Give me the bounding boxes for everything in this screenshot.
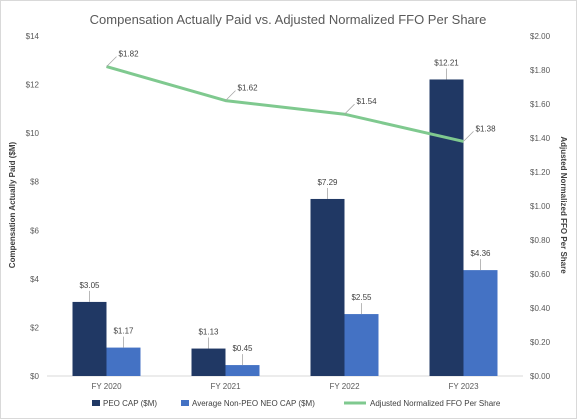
ffo-label-leader bbox=[225, 90, 236, 101]
peo-cap-label: $12.21 bbox=[434, 58, 459, 67]
left-tick-label: $6 bbox=[30, 226, 39, 235]
non-peo-cap-bar bbox=[463, 270, 498, 376]
ffo-label-leader bbox=[106, 56, 117, 67]
left-tick-label: $0 bbox=[30, 372, 39, 381]
peo-cap-label: $3.05 bbox=[79, 281, 100, 290]
left-tick-label: $2 bbox=[30, 323, 39, 332]
left-axis-ticks: $0 $2 $4 $6 $8 $10 $12 $14 bbox=[26, 32, 40, 381]
legend-ffo-label: Adjusted Normalized FFO Per Share bbox=[370, 399, 501, 408]
left-tick-label: $4 bbox=[30, 275, 39, 284]
left-tick-label: $8 bbox=[30, 178, 39, 187]
peo-cap-bar bbox=[191, 348, 226, 376]
right-axis-ticks: $0.00 $0.20 $0.40 $0.60 $0.80 $1.00 $1.20 $1.40… bbox=[530, 32, 551, 381]
data-labels: $3.05 $1.13 $7.29 $12.21 $1.17 $0.45 $2.55 $4.3… bbox=[79, 50, 497, 366]
right-axis-label: Adjusted Normalized FFO Per Share bbox=[559, 136, 568, 274]
ffo-label-leader bbox=[463, 131, 474, 142]
left-tick-label: $12 bbox=[26, 81, 40, 90]
legend-non-peo-cap-label: Average Non-PEO NEO CAP ($M) bbox=[192, 399, 315, 408]
right-tick-label: $0.80 bbox=[530, 236, 551, 245]
non-peo-cap-label: $1.17 bbox=[113, 327, 134, 336]
category-label: FY 2021 bbox=[210, 382, 241, 391]
right-tick-label: $1.60 bbox=[530, 100, 551, 109]
right-tick-label: $0.20 bbox=[530, 338, 551, 347]
legend-peo-cap-swatch bbox=[92, 400, 100, 406]
non-peo-cap-label: $0.45 bbox=[232, 344, 253, 353]
category-label: FY 2020 bbox=[91, 382, 122, 391]
legend-peo-cap-label: PEO CAP ($M) bbox=[103, 399, 157, 408]
chart-title: Compensation Actually Paid vs. Adjusted … bbox=[90, 12, 487, 27]
ffo-label: $1.82 bbox=[119, 50, 140, 59]
non-peo-cap-bar bbox=[225, 365, 260, 376]
peo-cap-bar bbox=[72, 301, 107, 376]
peo-cap-label: $7.29 bbox=[317, 178, 338, 187]
right-tick-label: $1.00 bbox=[530, 202, 551, 211]
ffo-label: $1.62 bbox=[238, 84, 259, 93]
right-tick-label: $0.60 bbox=[530, 270, 551, 279]
bars bbox=[72, 79, 498, 376]
non-peo-cap-bar bbox=[344, 314, 379, 376]
peo-cap-bar bbox=[310, 198, 345, 376]
non-peo-cap-label: $2.55 bbox=[351, 293, 372, 302]
left-tick-label: $14 bbox=[26, 32, 40, 41]
category-label: FY 2022 bbox=[329, 382, 360, 391]
peo-cap-bar bbox=[429, 79, 464, 376]
legend-non-peo-cap-swatch bbox=[181, 400, 189, 406]
right-tick-label: $2.00 bbox=[530, 32, 551, 41]
left-tick-label: $10 bbox=[26, 129, 40, 138]
category-labels: FY 2020 FY 2021 FY 2022 FY 2023 bbox=[91, 382, 479, 391]
right-tick-label: $0.00 bbox=[530, 372, 551, 381]
ffo-label-leader bbox=[344, 103, 355, 115]
category-label: FY 2023 bbox=[448, 382, 479, 391]
peo-cap-label: $1.13 bbox=[198, 328, 219, 337]
right-tick-label: $1.20 bbox=[530, 168, 551, 177]
ffo-line-layer bbox=[106, 65, 464, 143]
non-peo-cap-bar bbox=[106, 347, 141, 376]
ffo-line bbox=[106, 65, 464, 143]
ffo-label: $1.38 bbox=[476, 124, 497, 133]
non-peo-cap-label: $4.36 bbox=[470, 249, 491, 258]
right-tick-label: $1.40 bbox=[530, 134, 551, 143]
right-tick-label: $0.40 bbox=[530, 304, 551, 313]
right-tick-label: $1.80 bbox=[530, 66, 551, 75]
ffo-label: $1.54 bbox=[357, 97, 378, 106]
left-axis-label: Compensation Actually Paid ($M) bbox=[8, 141, 17, 268]
legend: PEO CAP ($M) Average Non-PEO NEO CAP ($M)… bbox=[92, 399, 501, 408]
